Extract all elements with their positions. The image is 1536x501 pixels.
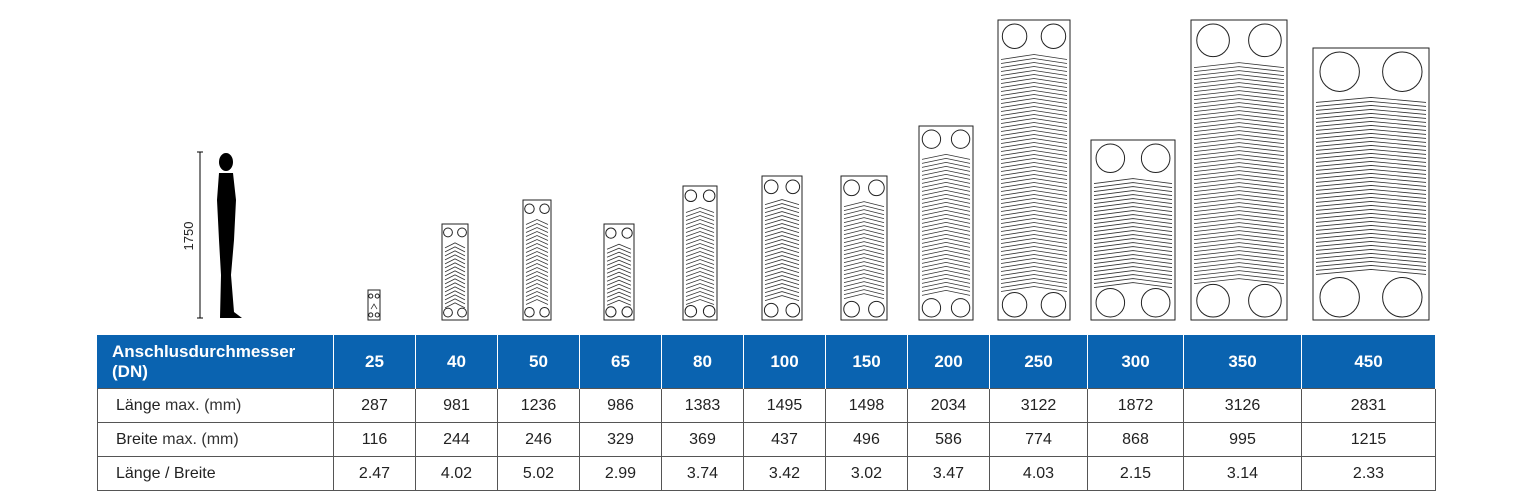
table-cell: 2.47 (333, 456, 416, 491)
plate-heat-exchanger-icon (997, 19, 1071, 321)
table-cell: 4.03 (989, 456, 1088, 491)
header-label: Anschlusdurchmesser (DN) (97, 335, 334, 389)
person-silhouette-icon (197, 151, 242, 319)
size-header: 80 (661, 335, 744, 389)
row-label-unit: max. (mm) (164, 396, 242, 414)
table-cell: 1215 (1301, 422, 1436, 457)
plate-heat-exchanger-icon (1190, 19, 1288, 321)
table-cell: 437 (743, 422, 826, 457)
table-cell: 1383 (661, 388, 744, 423)
table-row: Breite max. (mm) 116 244 246 329 369 437… (97, 422, 1436, 457)
table-cell: 1495 (743, 388, 826, 423)
exchanger-drawings (367, 19, 1430, 321)
table-cell: 287 (333, 388, 416, 423)
size-header: 65 (579, 335, 662, 389)
exchanger-size-illustration: 1750 (181, 19, 1430, 321)
table-cell: 3122 (989, 388, 1088, 423)
table-cell: 1498 (825, 388, 908, 423)
table-cell: 3.74 (661, 456, 744, 491)
table-cell: 1872 (1087, 388, 1184, 423)
table-cell: 986 (579, 388, 662, 423)
table-cell: 2.99 (579, 456, 662, 491)
plate-heat-exchanger-icon (1312, 47, 1430, 321)
size-header: 450 (1301, 335, 1436, 389)
row-label-main: Länge (116, 396, 161, 414)
table-cell: 2034 (907, 388, 990, 423)
row-label-main: Breite (116, 430, 158, 448)
row-label: Länge / Breite (97, 456, 334, 491)
size-header: 200 (907, 335, 990, 389)
size-header: 100 (743, 335, 826, 389)
table-cell: 2831 (1301, 388, 1436, 423)
table-cell: 496 (825, 422, 908, 457)
table-cell: 4.02 (415, 456, 498, 491)
table-cell: 586 (907, 422, 990, 457)
table-cell: 2.33 (1301, 456, 1436, 491)
plate-heat-exchanger-icon (367, 289, 381, 321)
plate-heat-exchanger-icon (761, 175, 803, 321)
size-header: 250 (989, 335, 1088, 389)
table-row: Länge max. (mm) 287 981 1236 986 1383 14… (97, 388, 1436, 423)
table-cell: 868 (1087, 422, 1184, 457)
table-row: Länge / Breite 2.47 4.02 5.02 2.99 3.74 … (97, 456, 1436, 491)
plate-heat-exchanger-icon (682, 185, 718, 321)
table-cell: 995 (1183, 422, 1302, 457)
plate-heat-exchanger-icon (918, 125, 974, 321)
row-label: Breite max. (mm) (97, 422, 334, 457)
size-header: 150 (825, 335, 908, 389)
table-cell: 2.15 (1087, 456, 1184, 491)
row-label-main: Länge / Breite (116, 464, 216, 482)
table-cell: 1236 (497, 388, 580, 423)
table-cell: 981 (415, 388, 498, 423)
header-row: Anschlusdurchmesser (DN) 25 40 50 65 80 … (97, 335, 1436, 389)
row-label-unit: max. (mm) (162, 430, 239, 448)
plate-heat-exchanger-icon (522, 199, 552, 321)
row-label: Länge max. (mm) (97, 388, 334, 423)
plate-heat-exchanger-icon (603, 223, 635, 321)
table-cell: 246 (497, 422, 580, 457)
table-cell: 116 (333, 422, 416, 457)
size-header: 300 (1087, 335, 1184, 389)
plate-heat-exchanger-icon (441, 223, 469, 321)
size-header: 50 (497, 335, 580, 389)
plate-heat-exchanger-icon (840, 175, 888, 321)
table-cell: 369 (661, 422, 744, 457)
table-cell: 774 (989, 422, 1088, 457)
table-cell: 3.47 (907, 456, 990, 491)
size-header: 350 (1183, 335, 1302, 389)
table-cell: 3.14 (1183, 456, 1302, 491)
size-header: 40 (415, 335, 498, 389)
table-cell: 5.02 (497, 456, 580, 491)
size-header: 25 (333, 335, 416, 389)
table-cell: 3.42 (743, 456, 826, 491)
table-cell: 329 (579, 422, 662, 457)
table-cell: 3.02 (825, 456, 908, 491)
plate-heat-exchanger-icon (1090, 139, 1176, 321)
table-cell: 3126 (1183, 388, 1302, 423)
spec-table: Anschlusdurchmesser (DN) 25 40 50 65 80 … (97, 335, 1436, 491)
table-cell: 244 (415, 422, 498, 457)
height-label: 1750 (181, 222, 196, 251)
